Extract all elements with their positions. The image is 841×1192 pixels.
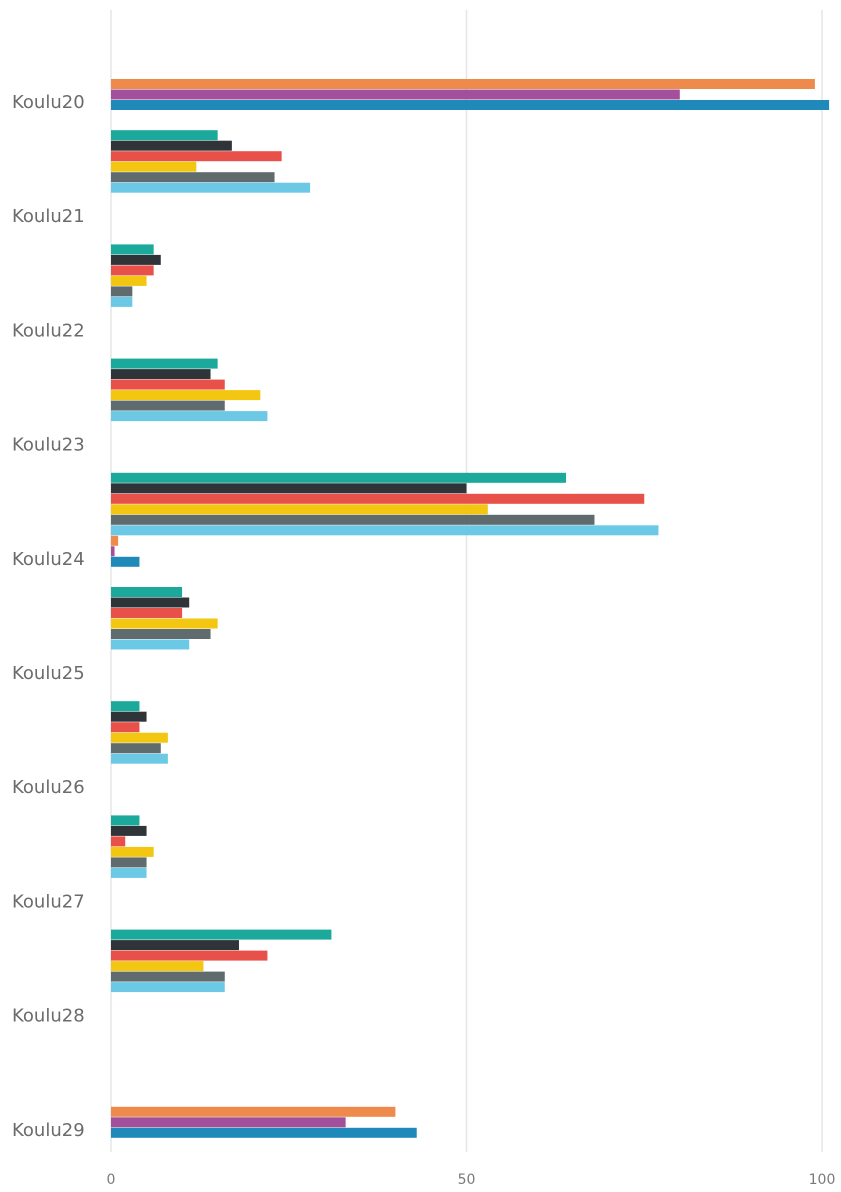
bar-Koulu21-series-6 [111,182,311,193]
bar-Koulu26-series-6 [111,753,168,764]
bar-Koulu26-series-2 [111,711,147,722]
bar-Koulu23-series-3 [111,379,225,390]
bar-Koulu28-series-1 [111,929,332,940]
bar-Koulu26-series-1 [111,701,140,712]
bar-Koulu27-series-6 [111,867,147,878]
bar-Koulu27-series-1 [111,815,140,826]
bar-Koulu22-series-5 [111,286,133,297]
bar-Koulu27-series-5 [111,857,147,868]
bar-Koulu24-series-3 [111,493,645,504]
bar-Koulu25-series-3 [111,608,183,618]
bar-Koulu21-series-2 [111,140,232,151]
x-tick-label-0: 0 [107,1172,116,1188]
bar-Koulu26-series-3 [111,722,140,733]
bar-Koulu28-series-2 [111,940,239,951]
bar-Koulu29-series-8 [111,1117,346,1128]
category-label-1: Koulu21 [12,206,85,227]
category-label-5: Koulu25 [12,663,85,684]
bar-Koulu21-series-1 [111,130,218,141]
bar-Koulu20-series-7 [111,79,815,89]
x-axis-tick-labels: 0 50 100 [107,1172,836,1188]
bar-Koulu24-series-8 [111,546,115,557]
bar-Koulu20-series-9 [111,100,830,110]
bar-Koulu25-series-6 [111,639,190,650]
bar-Koulu28-series-4 [111,961,204,972]
bar-Koulu28-series-3 [111,950,268,961]
bar-Koulu21-series-3 [111,151,282,162]
bar-Koulu22-series-3 [111,265,154,276]
bar-Koulu24-series-5 [111,514,595,525]
bar-Koulu24-series-6 [111,525,659,536]
bar-Koulu22-series-6 [111,296,133,307]
bar-Koulu25-series-4 [111,618,218,629]
bar-Koulu29-series-9 [111,1127,417,1138]
bar-Koulu25-series-5 [111,629,211,639]
bar-Koulu23-series-6 [111,411,268,422]
category-label-3: Koulu23 [12,435,85,456]
bar-Koulu28-series-5 [111,971,225,982]
bar-Koulu23-series-2 [111,369,211,380]
bar-Koulu29-series-7 [111,1106,396,1117]
bar-Koulu22-series-1 [111,244,154,255]
bar-Koulu27-series-4 [111,846,154,857]
bar-Koulu26-series-4 [111,732,168,743]
bar-Koulu24-series-2 [111,483,467,494]
bar-Koulu28-series-6 [111,982,225,993]
x-tick-label-2: 100 [809,1172,836,1188]
bar-Koulu21-series-4 [111,161,197,172]
bars [111,79,830,1138]
bar-Koulu27-series-3 [111,836,126,847]
bar-Koulu22-series-4 [111,275,147,286]
bar-Koulu24-series-7 [111,535,119,546]
category-label-9: Koulu29 [12,1120,85,1141]
bar-Koulu25-series-2 [111,597,190,608]
category-label-6: Koulu26 [12,777,85,798]
bar-Koulu24-series-9 [111,556,140,567]
bar-Koulu23-series-5 [111,400,225,411]
category-label-2: Koulu22 [12,320,85,341]
bar-Koulu25-series-1 [111,587,183,597]
bar-Koulu20-series-8 [111,89,680,100]
bar-Koulu26-series-5 [111,743,161,754]
category-label-7: Koulu27 [12,891,85,912]
bar-Koulu23-series-4 [111,390,261,401]
category-label-0: Koulu20 [12,92,85,113]
bar-Koulu22-series-2 [111,254,161,265]
bar-Koulu24-series-4 [111,504,488,515]
bar-Koulu23-series-1 [111,358,218,369]
category-label-8: Koulu28 [12,1006,85,1027]
bar-Koulu27-series-2 [111,825,147,836]
category-label-4: Koulu24 [12,549,85,570]
category-labels: Koulu20 Koulu21 Koulu22 Koulu23 Koulu24 Koulu… [12,92,85,1141]
x-tick-label-1: 50 [458,1172,476,1188]
bar-Koulu21-series-5 [111,172,275,183]
bar-Koulu24-series-1 [111,472,567,483]
